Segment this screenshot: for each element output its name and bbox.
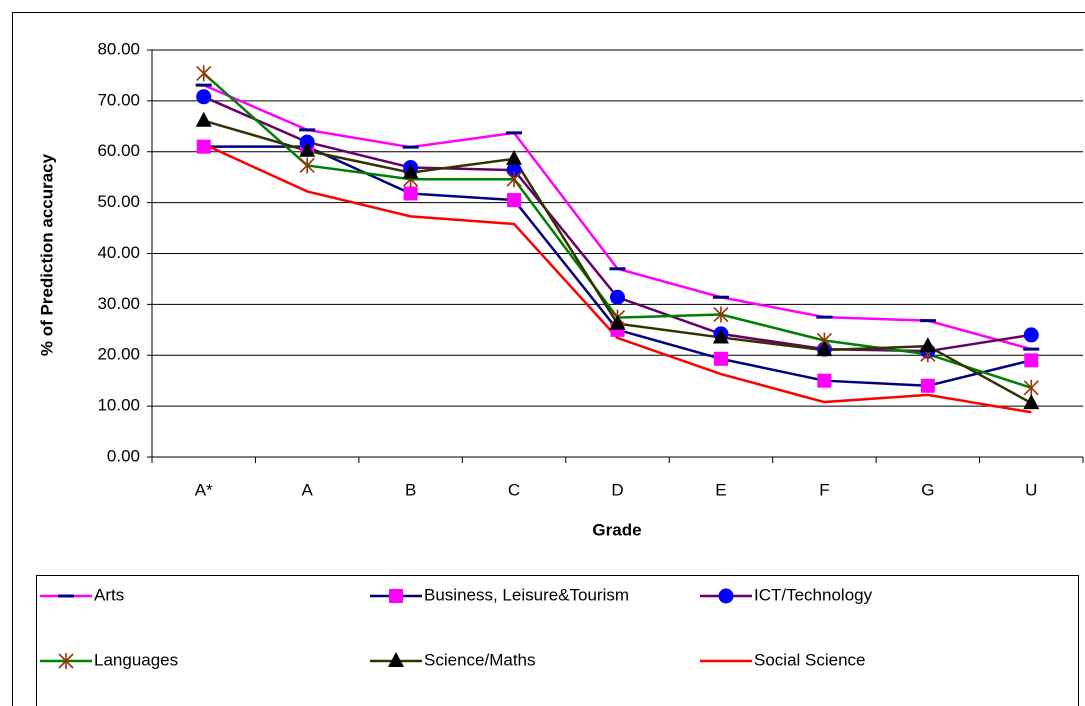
legend-marker [718,588,734,604]
legend-label: ICT/Technology [754,585,873,604]
legend-marker [388,652,404,667]
series-line [203,119,1032,405]
x-tick-label: U [1025,480,1037,499]
marker [609,314,626,330]
marker [195,111,212,127]
marker [299,141,316,157]
legend-label: Science/Maths [424,650,536,669]
x-tick-label: B [405,480,416,499]
x-tick-label: A* [195,480,213,499]
x-tick-label: G [921,480,934,499]
marker [1023,379,1039,396]
y-tick-label: 10.00 [97,396,140,415]
y-tick-label: 30.00 [97,294,140,313]
legend-box [36,575,1079,706]
y-tick-label: 0.00 [107,446,140,465]
marker [196,139,211,154]
x-tick-label: F [819,480,829,499]
marker [712,328,729,344]
marker [610,289,625,305]
marker [506,171,522,188]
x-tick-label: A [301,480,313,499]
chart-frame [12,12,1085,706]
marker [196,65,212,82]
series-line [203,142,1032,414]
y-tick-label: 40.00 [97,243,140,262]
marker [713,306,729,323]
marker [817,373,832,388]
marker [506,149,523,165]
legend-marker [389,589,403,603]
marker [403,186,418,201]
legend-label: Languages [94,650,178,669]
series-line [202,72,1032,389]
marker [507,193,522,208]
y-tick-label: 70.00 [97,90,140,109]
marker [196,89,212,105]
legend-label: Business, Leisure&Tourism [424,585,629,604]
y-axis-title: % of Prediction accuracy [37,153,56,356]
marker [713,351,728,366]
y-tick-label: 50.00 [97,192,140,211]
marker [920,378,935,393]
marker [402,163,419,179]
legend-marker [58,653,74,669]
x-tick-label: C [508,480,520,499]
marker [1024,353,1039,368]
marker [1023,394,1040,410]
y-tick-label: 20.00 [97,345,140,364]
x-tick-label: E [715,480,726,499]
marker [299,157,315,174]
legend-label: Arts [94,585,124,604]
marker [1023,327,1039,343]
legend-label: Social Science [754,650,866,669]
marker [919,337,936,353]
x-axis-title: Grade [592,520,641,539]
marker [816,341,833,357]
marker [506,162,522,178]
y-tick-label: 80.00 [97,39,140,58]
x-tick-label: D [611,480,623,499]
y-tick-label: 60.00 [97,141,140,160]
series-line [203,83,1032,351]
